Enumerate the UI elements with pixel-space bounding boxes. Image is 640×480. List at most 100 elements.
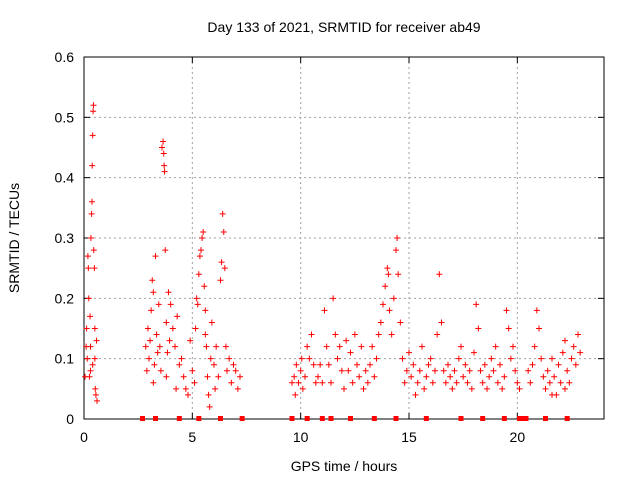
data-point	[445, 361, 451, 368]
data-point	[298, 355, 305, 362]
data-point	[514, 379, 521, 386]
data-point	[406, 349, 412, 356]
data-point	[180, 373, 187, 380]
data-point	[354, 361, 360, 368]
data-point	[460, 373, 467, 380]
data-point	[386, 307, 393, 314]
data-point	[394, 235, 401, 241]
data-point	[201, 283, 208, 290]
data-point	[203, 343, 210, 350]
data-point	[176, 361, 183, 368]
data-point	[525, 367, 532, 374]
data-point-zero	[328, 416, 334, 421]
data-point-zero	[196, 416, 202, 421]
data-point	[87, 343, 94, 350]
data-point	[164, 349, 171, 356]
data-point	[89, 198, 96, 205]
data-point	[149, 277, 156, 284]
data-point	[163, 319, 170, 326]
data-point	[377, 319, 384, 326]
data-point	[510, 343, 516, 350]
x-tick-label: 5	[188, 429, 196, 445]
data-point	[425, 361, 432, 368]
data-point	[427, 355, 434, 362]
data-point	[499, 385, 506, 392]
data-point	[475, 325, 482, 332]
data-point	[572, 361, 579, 368]
data-point	[540, 373, 547, 380]
chart-title: Day 133 of 2021, SRMTID for receiver ab4…	[207, 19, 480, 35]
data-point-zero	[176, 416, 182, 421]
data-point-zero	[304, 416, 310, 421]
data-point	[551, 373, 558, 380]
data-point	[200, 228, 207, 235]
data-point	[232, 367, 239, 374]
data-point	[90, 247, 97, 254]
data-point	[453, 379, 460, 386]
x-tick-label: 15	[401, 429, 417, 445]
data-point	[155, 301, 162, 308]
data-point	[306, 355, 313, 362]
data-point	[323, 343, 330, 350]
data-point	[462, 361, 469, 368]
data-point	[312, 379, 319, 386]
data-point	[436, 271, 443, 278]
data-point	[91, 325, 98, 332]
data-point	[84, 355, 91, 362]
data-point	[159, 144, 165, 151]
data-point	[193, 295, 200, 302]
data-point	[412, 391, 419, 398]
data-point	[447, 373, 454, 380]
data-point	[302, 373, 308, 380]
data-point	[542, 385, 549, 392]
data-point	[403, 367, 410, 374]
data-point	[293, 361, 300, 368]
data-point	[568, 355, 575, 362]
y-tick-label: 0.6	[55, 49, 75, 65]
data-point	[237, 373, 243, 380]
data-point-zero	[458, 416, 464, 421]
data-point	[199, 235, 206, 241]
data-point	[380, 301, 386, 308]
data-point	[204, 373, 211, 380]
data-point	[218, 259, 225, 266]
data-point	[334, 355, 341, 362]
data-point	[555, 361, 562, 368]
data-point	[189, 367, 196, 374]
data-point	[371, 373, 378, 380]
data-point	[397, 319, 404, 326]
data-point	[382, 283, 389, 290]
data-point	[226, 355, 233, 362]
data-point	[222, 343, 229, 350]
data-point	[91, 355, 98, 362]
data-point	[481, 361, 488, 368]
data-point	[151, 361, 158, 368]
data-point	[87, 313, 94, 320]
data-point	[529, 361, 536, 368]
data-point	[234, 385, 241, 392]
data-point	[367, 361, 373, 368]
data-point-zero	[348, 416, 353, 421]
data-point-zero	[480, 416, 486, 421]
data-point	[347, 349, 354, 356]
data-point	[503, 307, 510, 314]
data-point	[206, 403, 213, 410]
data-point	[160, 150, 167, 157]
data-point	[343, 337, 350, 344]
data-point	[341, 385, 347, 392]
data-point	[198, 247, 204, 254]
data-point	[173, 385, 180, 392]
data-point	[178, 355, 185, 362]
data-point	[152, 253, 159, 260]
data-point	[562, 385, 568, 392]
data-point	[89, 162, 96, 169]
data-point	[143, 367, 150, 374]
data-point	[221, 265, 228, 272]
data-point	[423, 373, 430, 380]
data-point	[494, 379, 501, 386]
data-point	[84, 253, 91, 260]
data-point	[153, 331, 160, 338]
data-point	[345, 367, 352, 374]
data-point	[207, 355, 214, 362]
